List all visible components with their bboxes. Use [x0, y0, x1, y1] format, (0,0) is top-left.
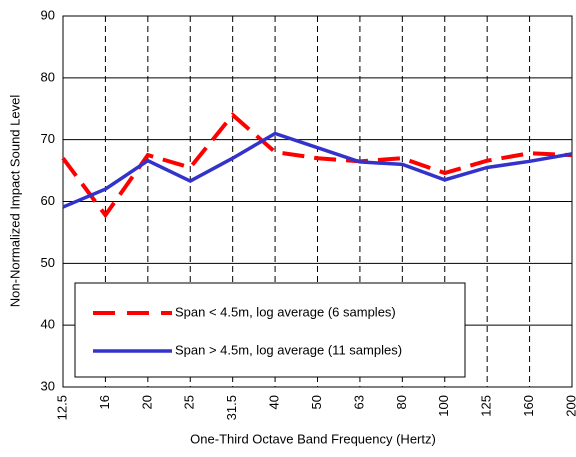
x-tick-label: 100 — [436, 395, 451, 417]
y-tick-label: 70 — [41, 131, 55, 146]
legend-box — [74, 282, 466, 378]
x-tick-label: 160 — [521, 395, 536, 417]
legend-label: Span > 4.5m, log average (11 samples) — [175, 342, 402, 357]
x-tick-label: 40 — [267, 395, 282, 409]
y-tick-label: 80 — [41, 69, 55, 84]
x-tick-label: 80 — [394, 395, 409, 409]
x-tick-label: 200 — [563, 395, 576, 417]
x-tick-label: 25 — [182, 395, 197, 409]
y-axis-title: Non-Normalized Impact Sound Level — [7, 95, 22, 308]
y-tick-label: 60 — [41, 193, 55, 208]
x-tick-label: 63 — [351, 395, 366, 409]
x-tick-label: 20 — [139, 395, 154, 409]
y-tick-label: 50 — [41, 255, 55, 270]
legend-label: Span < 4.5m, log average (6 samples) — [175, 304, 396, 319]
series-line — [61, 112, 573, 219]
x-tick-label: 12.5 — [54, 395, 69, 420]
y-tick-label: 30 — [41, 378, 55, 393]
x-tick-label: 16 — [97, 395, 112, 409]
plot-frame — [62, 15, 573, 388]
x-tick-label: 50 — [309, 395, 324, 409]
y-tick-label: 40 — [41, 317, 55, 332]
x-tick-label: 125 — [479, 395, 494, 417]
x-tick-label: 31.5 — [224, 395, 239, 420]
series-line — [62, 131, 573, 209]
y-tick-label: 90 — [41, 7, 55, 22]
x-axis-title: One-Third Octave Band Frequency (Hertz) — [190, 431, 436, 446]
